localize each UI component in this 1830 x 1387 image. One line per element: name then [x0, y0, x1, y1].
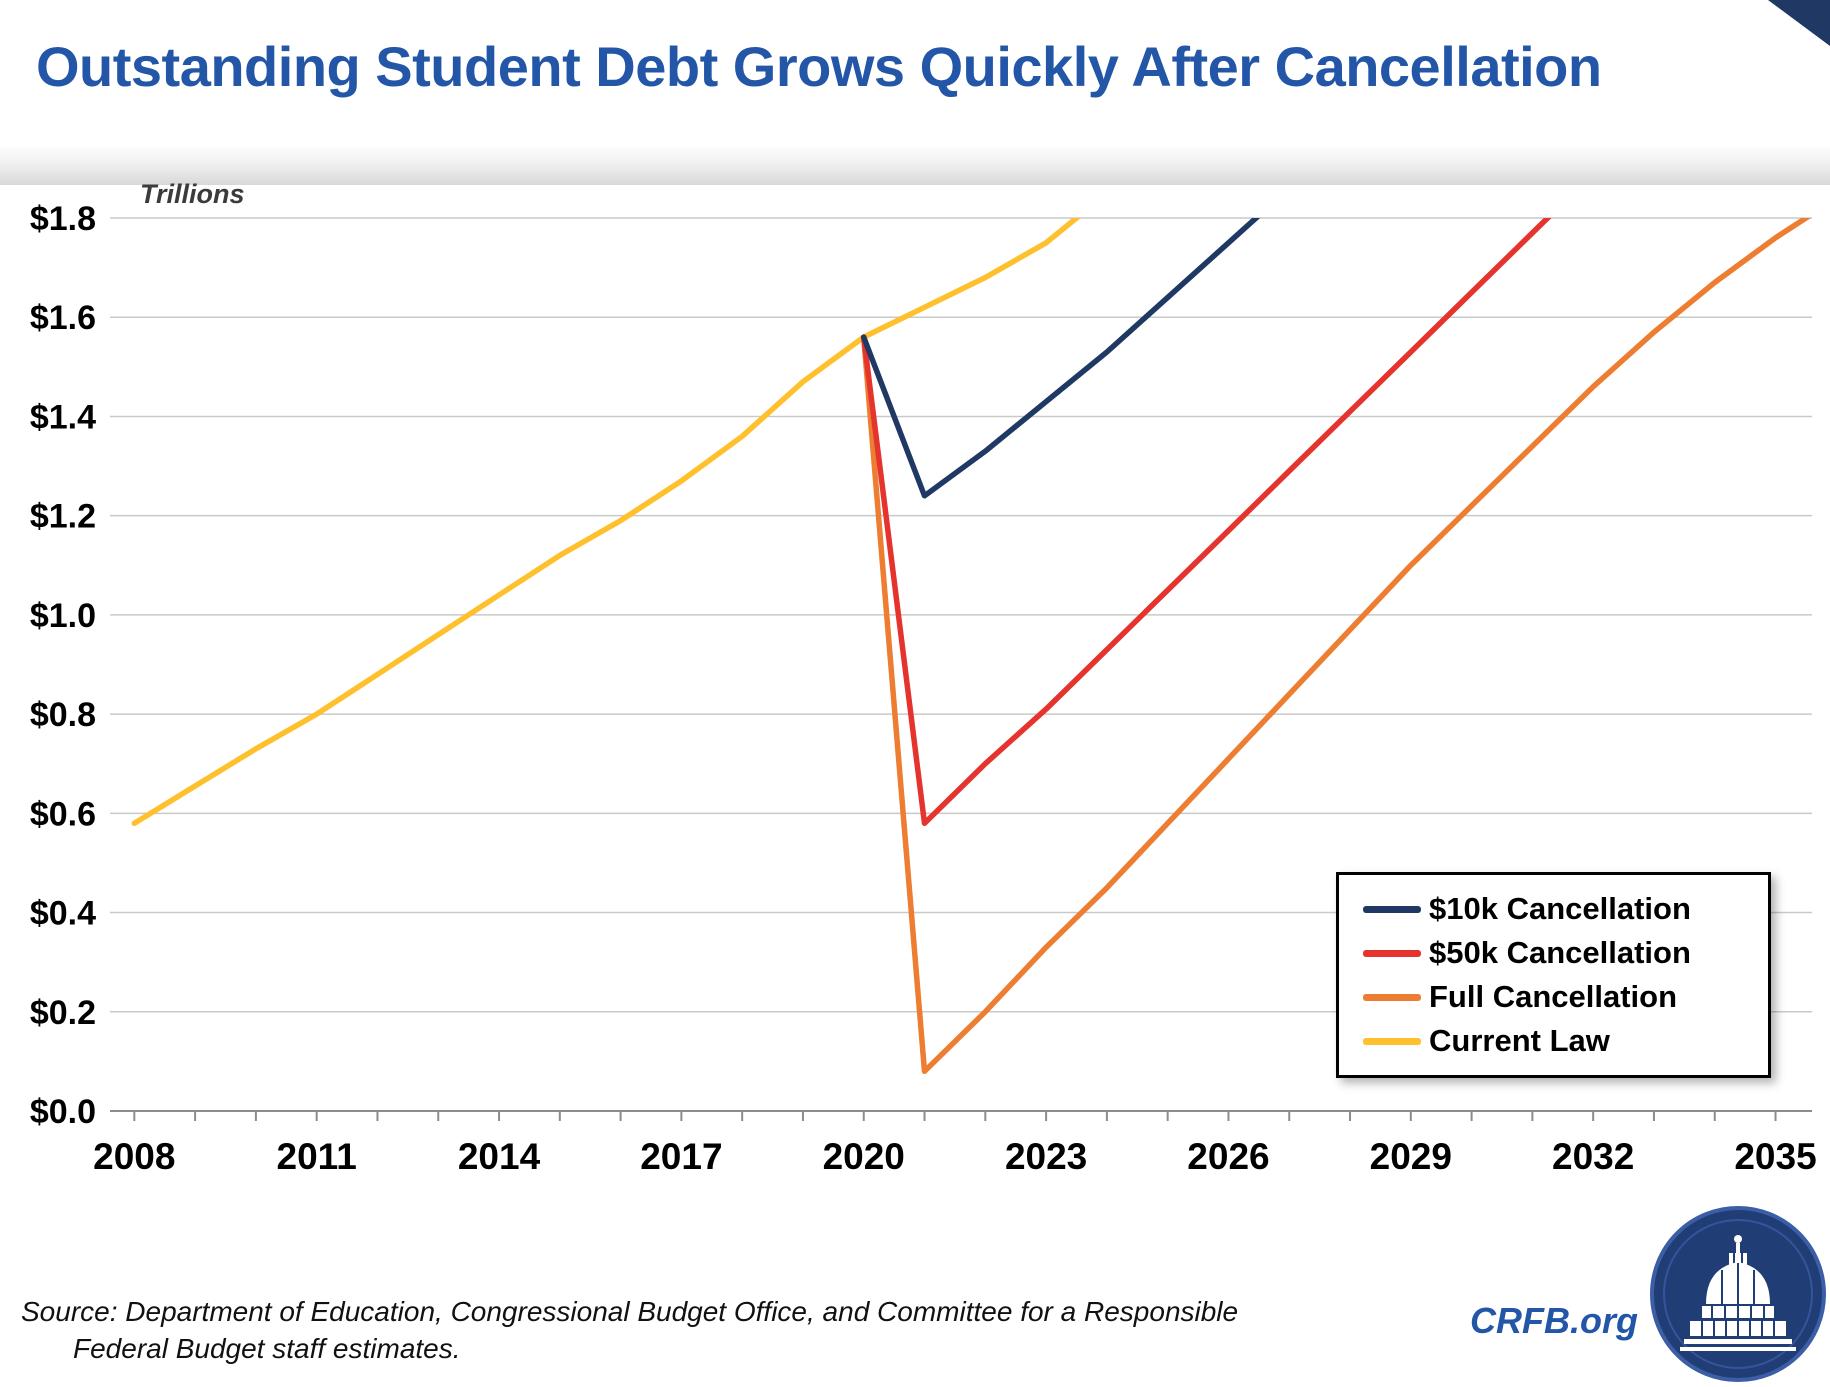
legend-swatch — [1363, 1037, 1421, 1045]
y-tick-label: $0.8 — [30, 696, 96, 734]
y-tick-label: $1.2 — [30, 498, 96, 536]
page-title: Outstanding Student Debt Grows Quickly A… — [36, 35, 1602, 98]
series-line-full-cancellation — [860, 218, 1811, 1075]
legend-item: Current Law — [1363, 1019, 1758, 1063]
y-tick-label: $0.2 — [30, 994, 96, 1032]
series-lines — [131, 218, 1811, 1075]
legend-item: $10k Cancellation — [1363, 887, 1758, 931]
legend-swatch — [1363, 905, 1421, 913]
series-line-50k-cancellation — [860, 218, 1552, 827]
legend-item: $50k Cancellation — [1363, 931, 1758, 975]
x-tick-label: 2014 — [458, 1136, 541, 1177]
crfb-site-label: CRFB.org — [1470, 1300, 1638, 1341]
x-tick-label: 2029 — [1370, 1136, 1452, 1177]
x-tick-label: 2023 — [1005, 1136, 1087, 1177]
y-axis-unit-label: Trillions — [140, 179, 245, 209]
x-tick-label: 2035 — [1734, 1136, 1816, 1177]
y-tick-label: $1.8 — [30, 200, 96, 238]
x-tick-labels: 2008 2011 2014 2017 2020 2023 2026 2029 2032 2035 — [93, 1136, 1817, 1177]
x-tick-label: 2020 — [823, 1136, 905, 1177]
source-note-line1: Source: Department of Education, Congres… — [21, 1296, 1239, 1327]
series-line-10k-cancellation — [860, 218, 1261, 499]
source-note: Source: Department of Education, Congres… — [21, 1293, 1238, 1367]
legend-label: Current Law — [1429, 1023, 1610, 1058]
series-line-current-law — [131, 218, 1081, 827]
x-tick-label: 2011 — [277, 1136, 357, 1177]
y-tick-label: $0.6 — [30, 795, 96, 833]
legend-swatch — [1363, 949, 1421, 957]
y-tick-label: $1.0 — [30, 597, 96, 635]
capitol-dome-icon — [1650, 1206, 1826, 1382]
legend-item: Full Cancellation — [1363, 975, 1758, 1019]
legend-label: $10k Cancellation — [1429, 891, 1691, 926]
x-tick-label: 2026 — [1187, 1136, 1269, 1177]
y-tick-label: $1.6 — [30, 299, 96, 337]
legend-label: Full Cancellation — [1429, 979, 1678, 1014]
source-note-line2: Federal Budget staff estimates. — [73, 1333, 461, 1364]
gridlines: $0.0 $0.2 $0.4 $0.6 $0.8 $1.0 $1.2 $1.4 $1.6 $1.8 — [30, 200, 1812, 1131]
y-tick-label: $0.4 — [30, 895, 96, 933]
y-tick-label: $0.0 — [30, 1093, 96, 1131]
legend-swatch — [1363, 993, 1421, 1001]
x-tick-label: 2008 — [93, 1136, 175, 1177]
crfb-logo — [1650, 1206, 1826, 1382]
chart-legend: $10k Cancellation $50k Cancellation Full C… — [1336, 872, 1771, 1078]
legend-label: $50k Cancellation — [1429, 935, 1691, 970]
x-tick-label: 2032 — [1552, 1136, 1634, 1177]
x-tick-label: 2017 — [640, 1136, 722, 1177]
y-tick-label: $1.4 — [30, 398, 96, 436]
header-gradient-band — [0, 145, 1830, 185]
x-axis-ticks — [133, 1111, 1777, 1121]
corner-accent-triangle — [1768, 0, 1830, 46]
